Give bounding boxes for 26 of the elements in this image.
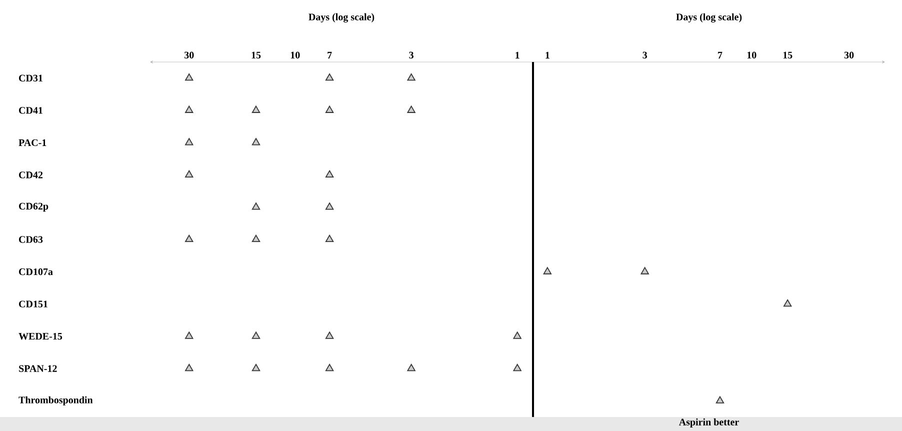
x-tick-label: 1 bbox=[546, 52, 550, 58]
y-tick-label: CD151 bbox=[19, 300, 48, 308]
y-tick-label: Thrombospondin bbox=[18, 396, 93, 406]
y-tick-label: CD63 bbox=[19, 236, 43, 243]
chart-title: Days (log scale) bbox=[308, 13, 374, 22]
x-tick-label: 10 bbox=[747, 52, 756, 58]
x-tick-label: 15 bbox=[252, 52, 261, 58]
y-tick-label: SPAN-12 bbox=[19, 365, 57, 372]
x-tick-label: 7 bbox=[328, 52, 332, 58]
x-tick-label: 30 bbox=[844, 52, 854, 58]
y-tick-label: CD42 bbox=[19, 172, 43, 178]
y-tick-label: PAC-1 bbox=[18, 139, 46, 146]
x-tick-label: 10 bbox=[290, 52, 300, 58]
x-tick-label: 7 bbox=[718, 52, 722, 58]
text: Aspirin better bbox=[678, 418, 739, 428]
y-tick-label: CD31 bbox=[19, 74, 42, 82]
y-tick-label: CD62p bbox=[19, 202, 48, 212]
x-tick-label: 15 bbox=[783, 52, 792, 58]
chart-title: Days (log scale) bbox=[676, 13, 742, 22]
y-tick-label: WEDE-15 bbox=[18, 332, 62, 340]
x-tick-label: 30 bbox=[184, 52, 194, 58]
y-tick-label: CD107a bbox=[19, 268, 53, 276]
x-tick-label: 3 bbox=[409, 52, 414, 58]
x-tick-label: 1 bbox=[516, 52, 520, 58]
x-tick-label: 3 bbox=[642, 52, 648, 58]
y-tick-label: CD41 bbox=[19, 107, 42, 114]
